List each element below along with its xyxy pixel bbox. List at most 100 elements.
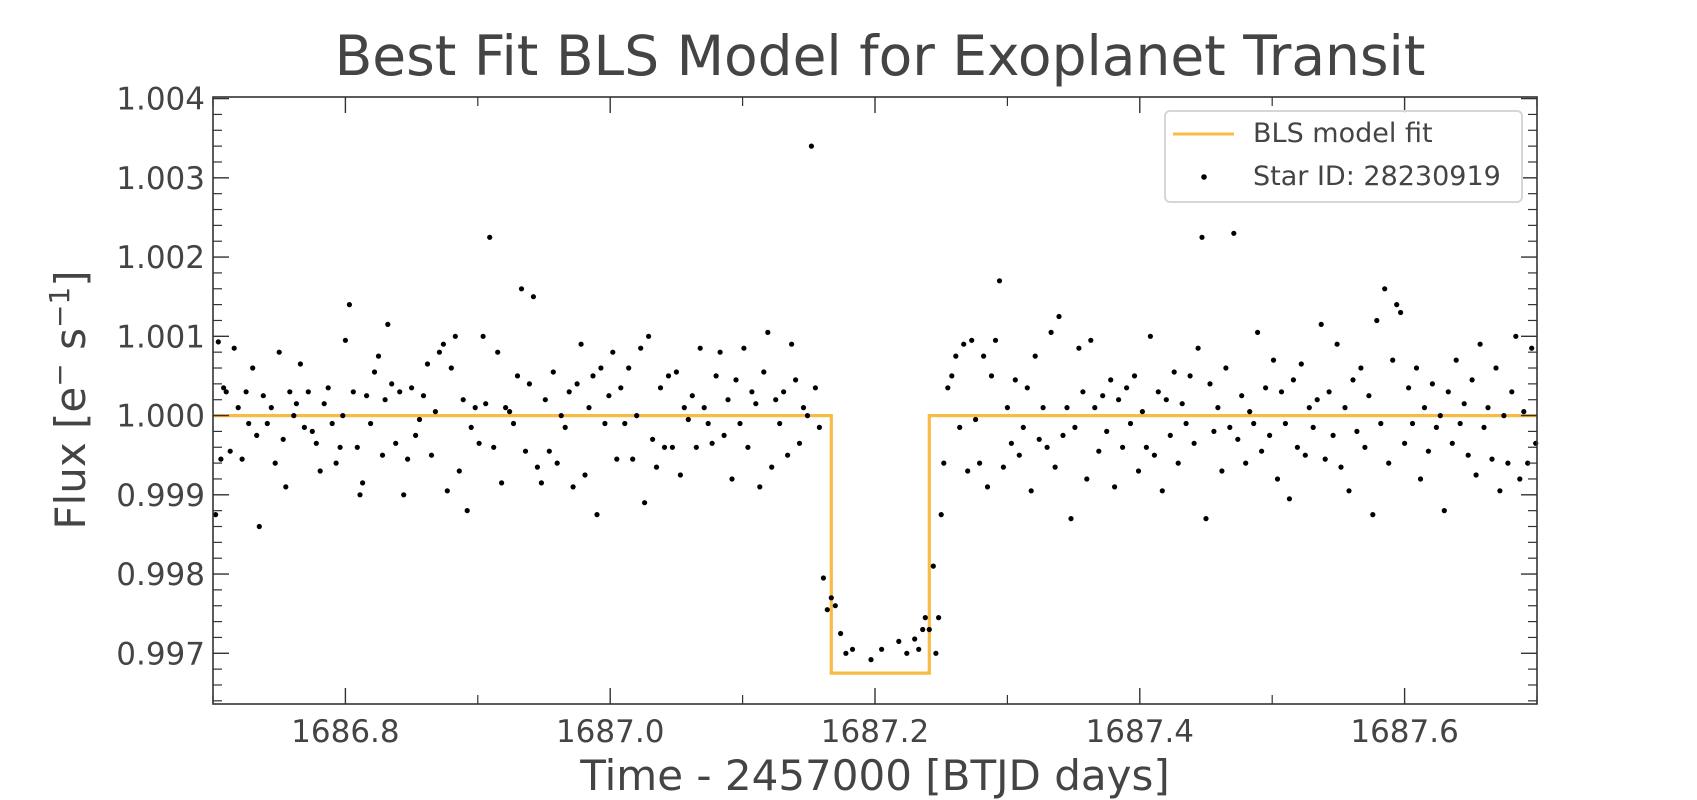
data-point — [397, 389, 403, 395]
data-point — [227, 448, 233, 454]
data-point — [1139, 409, 1145, 415]
data-point — [254, 432, 260, 438]
data-point — [820, 575, 827, 581]
legend: BLS model fit Star ID: 28230919 — [1164, 110, 1523, 203]
data-point — [243, 389, 249, 395]
data-point — [1322, 456, 1328, 462]
data-point — [1386, 460, 1392, 466]
data-point — [816, 424, 823, 430]
y-tick-label: 1.002 — [116, 240, 205, 276]
data-point — [360, 480, 366, 486]
data-point — [371, 369, 378, 375]
data-point — [1187, 373, 1193, 379]
data-point — [634, 413, 640, 419]
data-point — [618, 385, 624, 391]
data-point — [606, 393, 612, 399]
data-point — [1497, 488, 1503, 494]
data-point — [713, 373, 719, 379]
data-point — [849, 646, 856, 652]
data-point — [550, 369, 556, 375]
data-point — [1445, 389, 1451, 395]
data-point — [646, 333, 652, 339]
data-point — [1008, 440, 1015, 446]
data-point — [661, 444, 668, 450]
data-point — [503, 405, 509, 411]
data-point — [1338, 464, 1344, 470]
data-point — [965, 468, 971, 474]
data-point — [650, 436, 656, 442]
data-point — [1433, 424, 1439, 430]
data-point — [1413, 365, 1420, 371]
y-axis-ticks: 0.997 0.998 0.999 1.000 1.001 1.002 1.003 1.004 — [116, 82, 1537, 702]
data-point — [1517, 476, 1523, 482]
data-point — [1493, 365, 1499, 371]
data-point — [416, 416, 423, 423]
data-point — [1346, 488, 1352, 494]
data-point — [745, 444, 751, 450]
data-point — [276, 349, 282, 355]
data-point — [1159, 488, 1165, 494]
data-point — [329, 420, 335, 427]
data-point — [1263, 385, 1269, 391]
data-point — [514, 373, 521, 379]
data-point — [213, 511, 219, 518]
y-tick-label: 0.997 — [116, 636, 205, 672]
x-tick-label: 1687.6 — [1350, 714, 1458, 750]
data-point — [1016, 452, 1022, 458]
data-point — [936, 615, 942, 621]
data-point — [988, 373, 995, 379]
data-point — [1104, 428, 1110, 434]
data-point — [933, 650, 939, 656]
data-point — [1064, 405, 1070, 411]
model-layer — [213, 414, 1537, 675]
data-point — [301, 424, 307, 430]
data-point — [268, 405, 274, 411]
data-point — [1203, 516, 1209, 522]
plot-area — [213, 143, 1539, 675]
data-point — [554, 460, 560, 466]
data-point — [379, 452, 386, 458]
data-point — [709, 440, 715, 446]
bls-model-line — [213, 414, 1537, 675]
data-point — [614, 456, 620, 462]
data-point — [1350, 377, 1356, 383]
data-point — [1020, 424, 1026, 430]
data-point — [973, 416, 979, 423]
data-point — [1171, 369, 1177, 375]
data-point — [1143, 444, 1149, 450]
data-point — [1429, 381, 1435, 387]
data-point — [291, 413, 297, 419]
data-point — [1326, 389, 1332, 395]
data-point — [1135, 468, 1142, 474]
data-point — [920, 626, 926, 633]
data-point — [1247, 409, 1253, 415]
data-point — [665, 373, 672, 379]
data-point — [1302, 452, 1308, 458]
data-point — [1251, 420, 1257, 427]
data-point — [984, 484, 991, 490]
y-axis-label-main: Flux [e — [46, 387, 95, 530]
data-point — [401, 492, 407, 498]
data-point — [566, 389, 572, 395]
data-point — [499, 480, 505, 486]
data-point — [945, 385, 951, 391]
data-point — [1489, 456, 1495, 462]
data-point — [949, 373, 955, 379]
data-point — [953, 353, 959, 359]
data-point — [1509, 389, 1515, 395]
data-point — [1235, 436, 1241, 442]
data-point — [405, 456, 411, 462]
x-tick-label: 1687.2 — [821, 714, 929, 750]
data-point — [1513, 333, 1519, 339]
data-point — [1310, 424, 1316, 430]
data-point — [1274, 476, 1281, 482]
data-point — [1199, 234, 1205, 240]
data-point — [1394, 302, 1400, 308]
data-point — [598, 365, 604, 371]
data-point — [424, 361, 431, 367]
data-point — [721, 432, 727, 438]
data-point — [1437, 413, 1443, 419]
data-point — [231, 345, 237, 351]
data-point — [594, 511, 600, 518]
